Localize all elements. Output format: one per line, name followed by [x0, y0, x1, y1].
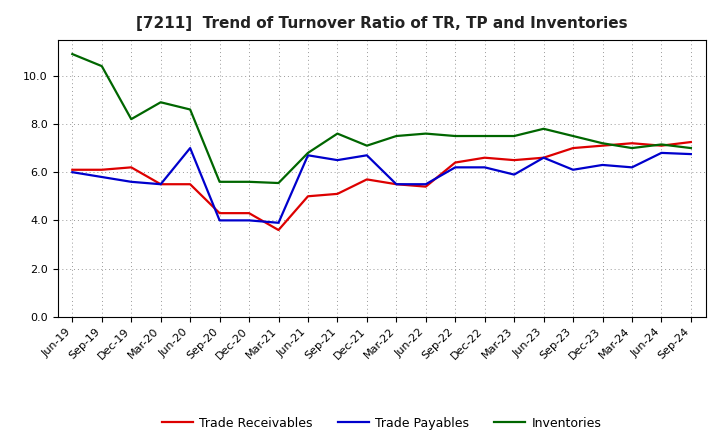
Inventories	[274, 180, 283, 186]
Trade Receivables	[304, 194, 312, 199]
Inventories	[97, 63, 106, 69]
Trade Payables	[451, 165, 459, 170]
Trade Payables	[156, 182, 165, 187]
Trade Receivables	[363, 177, 372, 182]
Line: Trade Payables: Trade Payables	[72, 148, 691, 223]
Trade Payables	[245, 218, 253, 223]
Trade Payables	[97, 174, 106, 180]
Trade Payables	[598, 162, 607, 168]
Trade Payables	[510, 172, 518, 177]
Inventories	[363, 143, 372, 148]
Trade Receivables	[539, 155, 548, 160]
Line: Trade Receivables: Trade Receivables	[72, 142, 691, 230]
Line: Inventories: Inventories	[72, 54, 691, 183]
Trade Payables	[628, 165, 636, 170]
Trade Payables	[215, 218, 224, 223]
Trade Receivables	[156, 182, 165, 187]
Trade Receivables	[480, 155, 489, 160]
Trade Receivables	[97, 167, 106, 172]
Inventories	[687, 146, 696, 151]
Trade Receivables	[215, 210, 224, 216]
Trade Receivables	[687, 139, 696, 145]
Trade Receivables	[628, 141, 636, 146]
Trade Receivables	[186, 182, 194, 187]
Inventories	[392, 133, 400, 139]
Inventories	[245, 179, 253, 184]
Trade Payables	[480, 165, 489, 170]
Inventories	[127, 117, 135, 122]
Inventories	[510, 133, 518, 139]
Inventories	[215, 179, 224, 184]
Trade Payables	[68, 169, 76, 175]
Inventories	[333, 131, 342, 136]
Trade Payables	[304, 153, 312, 158]
Inventories	[598, 141, 607, 146]
Inventories	[68, 51, 76, 57]
Trade Receivables	[657, 143, 666, 148]
Trade Payables	[687, 151, 696, 157]
Inventories	[186, 107, 194, 112]
Inventories	[480, 133, 489, 139]
Trade Receivables	[333, 191, 342, 197]
Trade Receivables	[127, 165, 135, 170]
Trade Receivables	[274, 227, 283, 233]
Trade Payables	[392, 182, 400, 187]
Inventories	[304, 150, 312, 155]
Trade Payables	[274, 220, 283, 225]
Trade Payables	[127, 179, 135, 184]
Inventories	[569, 133, 577, 139]
Trade Payables	[186, 146, 194, 151]
Inventories	[657, 142, 666, 147]
Trade Receivables	[68, 167, 76, 172]
Trade Receivables	[598, 143, 607, 148]
Inventories	[156, 99, 165, 105]
Inventories	[539, 126, 548, 132]
Trade Receivables	[392, 182, 400, 187]
Inventories	[451, 133, 459, 139]
Trade Payables	[421, 182, 430, 187]
Trade Payables	[657, 150, 666, 155]
Trade Receivables	[510, 158, 518, 163]
Legend: Trade Receivables, Trade Payables, Inventories: Trade Receivables, Trade Payables, Inven…	[157, 412, 606, 435]
Trade Payables	[569, 167, 577, 172]
Trade Payables	[363, 153, 372, 158]
Trade Receivables	[451, 160, 459, 165]
Inventories	[421, 131, 430, 136]
Trade Receivables	[421, 184, 430, 189]
Trade Receivables	[245, 210, 253, 216]
Inventories	[628, 146, 636, 151]
Trade Payables	[333, 158, 342, 163]
Trade Payables	[539, 155, 548, 160]
Title: [7211]  Trend of Turnover Ratio of TR, TP and Inventories: [7211] Trend of Turnover Ratio of TR, TP…	[136, 16, 627, 32]
Trade Receivables	[569, 146, 577, 151]
